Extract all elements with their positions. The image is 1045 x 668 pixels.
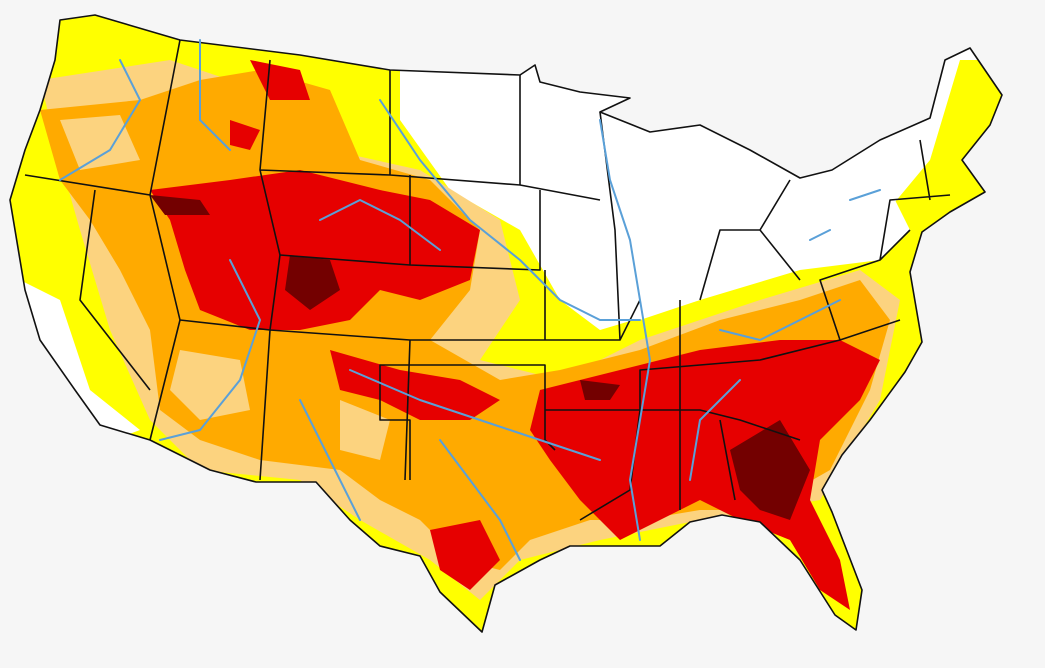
state-borders (9, 14, 1003, 633)
extreme-drought (230, 60, 500, 590)
moderate-patch (60, 115, 390, 460)
no-drought-area (10, 60, 910, 560)
extreme-drought (150, 170, 480, 330)
exceptional-drought (150, 195, 810, 520)
extreme-drought (530, 340, 880, 610)
rivers (59, 39, 881, 561)
extreme-drought (330, 350, 500, 420)
